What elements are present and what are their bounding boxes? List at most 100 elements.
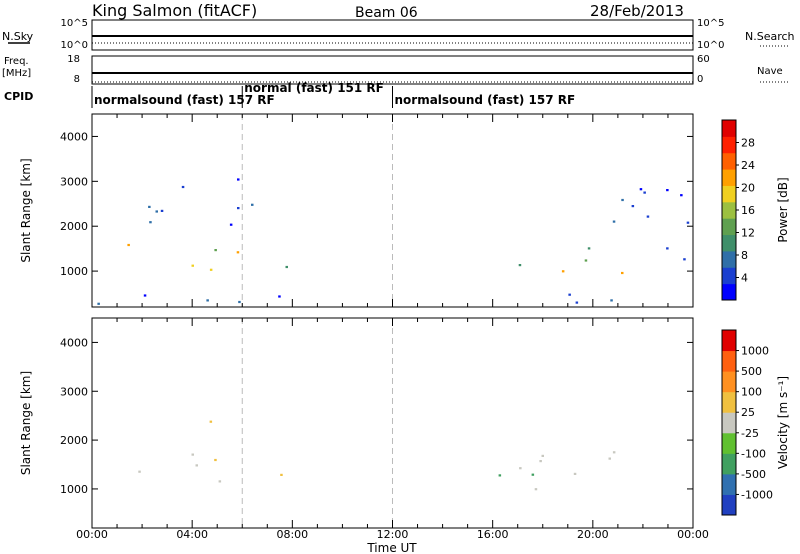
echo-pixel [643,191,646,194]
echo-pixel [237,178,240,181]
echo-pixel [195,464,198,467]
x-tick-label: 12:00 [377,528,409,541]
colorbar-swatch [722,120,736,137]
y-axis-label: Slant Range [km] [19,158,33,262]
echo-pixel [646,215,650,218]
echo-pixel [610,299,613,302]
nsky-tick-top: 10^5 [61,18,88,29]
x-axis-label: Time UT [366,541,417,554]
echo-pixel [575,301,579,304]
station-title: King Salmon (fitACF) [92,1,257,20]
y-tick-label: 1000 [60,265,88,278]
date-title: 28/Feb/2013 [590,2,684,20]
echo-pixel [608,457,611,460]
colorbar-swatch [722,432,736,454]
x-tick-label: 04:00 [176,528,208,541]
y-tick-label: 3000 [60,175,88,188]
colorbar-swatch [722,136,736,154]
x-tick-label: 20:00 [577,528,609,541]
colorbar-label: Velocity [m s⁻¹] [776,376,790,469]
colorbar-swatch [722,371,736,393]
echo-pixel [561,270,565,273]
colorbar-swatch [722,234,736,252]
colorbar-tick-label: 12 [741,227,755,240]
freq-tick-bottom: 8 [74,74,80,85]
x-tick-label: 08:00 [276,528,308,541]
y-tick-label: 4000 [60,336,88,349]
echo-pixel [534,488,538,491]
colorbar-tick-label: -100 [741,447,766,460]
colorbar-tick-label: 24 [741,159,755,172]
nsearch-tick-top: 10^5 [697,18,724,29]
echo-pixel [639,188,643,191]
echo-pixel [218,480,222,483]
y-tick-label: 4000 [60,130,88,143]
nsearch-label: N.Search [745,30,795,43]
echo-pixel [539,460,542,463]
x-tick-label: 00:00 [76,528,108,541]
echo-pixel [148,205,151,208]
power-panel: 1000 2000 3000 4000 Slant Range [km] [19,113,694,308]
velocity-colorbar: 1000 500 100 25 -25 -100 -500 -1000 Velocity [m … [721,329,790,516]
colorbar-tick-label: 100 [741,386,762,399]
echo-pixel [251,203,254,206]
freq-unit: [MHz] [2,68,31,79]
echo-pixel [285,265,288,269]
cpid-segment-label: normalsound (fast) 157 RF [395,93,576,107]
echo-pixel [612,451,616,454]
colorbar-swatch [722,494,736,516]
echo-pixel [498,474,502,477]
cpid-segment-label: normal (fast) 151 RF [244,81,384,95]
nave-tick-bottom: 0 [697,74,703,85]
echo-pixel [160,209,164,212]
echo-pixel [155,210,158,213]
colorbar-label: Power [dB] [776,177,790,242]
echo-pixel [541,454,544,457]
echo-pixel [191,264,194,267]
colorbar-swatch [722,330,736,352]
echo-pixel [191,453,194,456]
colorbar-swatch [722,453,736,475]
echo-pixel [531,473,535,476]
echo-pixel [181,185,185,189]
colorbar-swatch [722,267,736,285]
echo-pixel [206,299,209,302]
echo-pixel [138,470,141,473]
freq-label: Freq. [4,56,29,67]
freq-tick-top: 18 [67,54,80,65]
colorbar-tick-label: 16 [741,204,755,217]
echo-pixel [686,221,690,224]
echo-pixel [209,268,213,271]
echo-pixel [143,294,147,297]
colorbar-tick-label: 20 [741,182,755,195]
colorbar-tick-label: 4 [741,272,748,285]
velocity-panel: 1000 2000 3000 4000 Slant Range [km] [19,317,694,529]
echo-pixel [237,207,240,210]
echo-pixel [587,247,591,250]
echo-pixel [519,467,522,470]
beam-title: Beam 06 [355,5,418,21]
colorbar-tick-label: 25 [741,406,755,419]
colorbar-tick-label: -500 [741,468,766,481]
colorbar-swatch [722,185,736,203]
cpid-segment-label: normalsound (fast) 157 RF [94,93,275,107]
y-tick-label: 2000 [60,434,88,447]
nsky-tick-bottom: 10^0 [61,40,88,51]
colorbar-tick-label: 8 [741,249,748,262]
echo-pixel [666,247,669,250]
colorbar-tick-label: -25 [741,427,759,440]
colorbar-swatch [722,152,736,170]
echo-pixel [97,302,100,305]
nsearch-tick-bottom: 10^0 [697,40,724,51]
echo-pixel [229,223,233,226]
echo-pixel [612,220,616,223]
colorbar-swatch [722,201,736,219]
y-axis-label: Slant Range [km] [19,371,33,475]
colorbar-swatch [722,391,736,413]
echo-pixel [680,194,683,197]
echo-pixel [584,259,588,262]
nsky-label: N.Sky [2,30,34,43]
nave-label: Nave [757,66,783,77]
